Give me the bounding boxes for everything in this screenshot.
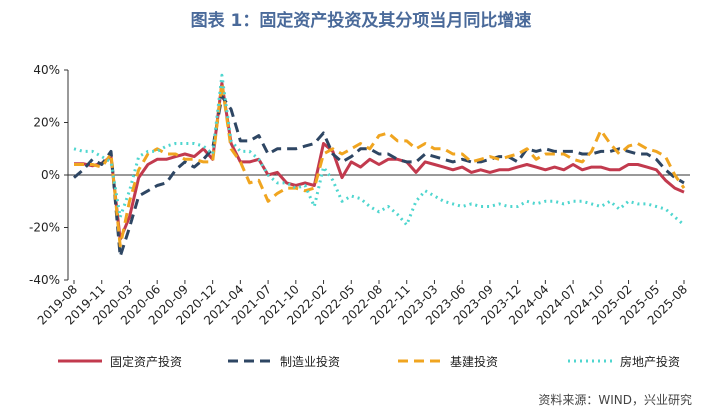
y-tick-label: -40% — [29, 273, 60, 287]
y-tick-label: 20% — [33, 116, 60, 130]
series-line — [73, 94, 685, 258]
y-tick-label: 0% — [41, 168, 60, 182]
legend-label: 固定资产投资 — [110, 354, 182, 369]
chart-title: 图表 1：固定资产投资及其分项当月同比增速 — [191, 10, 532, 31]
series-line — [73, 73, 685, 227]
legend-label: 基建投资 — [450, 354, 498, 369]
source-note: 资料来源：WIND，兴业研究 — [538, 392, 692, 407]
y-tick-label: 40% — [33, 63, 60, 77]
legend-label: 制造业投资 — [280, 354, 340, 369]
series-line — [74, 81, 686, 248]
legend-label: 房地产投资 — [620, 354, 680, 369]
y-tick-label: -20% — [29, 221, 60, 235]
series-line — [74, 81, 685, 241]
